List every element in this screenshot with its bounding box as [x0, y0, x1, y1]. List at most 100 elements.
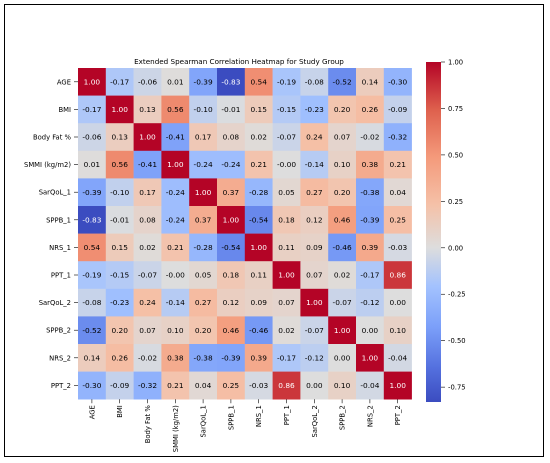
cell-value-label: -0.24 — [221, 160, 240, 169]
cell-value-label: 0.01 — [84, 160, 101, 169]
colorbar-tick-label: -0.75 — [448, 384, 466, 392]
cell-value-label: 1.00 — [334, 326, 351, 335]
heatmap-cell — [133, 233, 162, 262]
heatmap-cell — [328, 261, 357, 290]
cell-value-label: 0.12 — [306, 215, 322, 224]
cell-value-label: 0.26 — [111, 353, 128, 362]
cell-value-label: 0.07 — [306, 271, 323, 280]
cell-value-label: 0.17 — [195, 133, 212, 142]
heatmap-cell — [133, 371, 162, 400]
cell-value-label: 0.37 — [223, 188, 240, 197]
cell-value-label: 0.14 — [84, 353, 101, 362]
cell-value-label: 0.86 — [389, 271, 406, 280]
heatmap-cell — [217, 123, 246, 152]
heatmap-cell — [356, 150, 385, 179]
heatmap-cell — [161, 206, 190, 234]
heatmap-cell — [272, 371, 301, 400]
cell-value-label: 0.09 — [250, 298, 267, 307]
heatmap-cell — [300, 233, 329, 262]
heatmap-cell — [300, 178, 329, 207]
heatmap-cell — [189, 123, 218, 152]
cell-value-label: 1.00 — [278, 271, 295, 280]
cell-value-label: 0.10 — [167, 326, 184, 335]
heatmap-cell — [105, 68, 134, 96]
cell-value-label: 1.00 — [306, 298, 323, 307]
cell-value-label: -0.54 — [249, 215, 268, 224]
heatmap-cell — [383, 261, 412, 290]
cell-value-label: 0.27 — [306, 188, 323, 197]
cell-value-label: -0.10 — [110, 188, 129, 197]
heatmap-cell — [105, 150, 134, 179]
cell-value-label: -0.01 — [110, 215, 129, 224]
heatmap-cell — [328, 95, 357, 124]
heatmap-cell — [78, 68, 107, 96]
heatmap-cell — [78, 150, 107, 179]
heatmap-cell — [189, 371, 218, 400]
cell-value-label: 0.02 — [250, 133, 266, 142]
cell-value-label: -0.02 — [360, 133, 379, 142]
heatmap-cell — [161, 344, 190, 372]
x-tick-label: NRS_2 — [366, 405, 374, 427]
cell-value-label: 0.07 — [278, 298, 295, 307]
cell-value-label: -0.07 — [277, 133, 296, 142]
heatmap-cell — [189, 261, 218, 290]
heatmap-cell — [189, 344, 218, 372]
cell-value-label: -0.24 — [166, 215, 185, 224]
y-tick-label: Body Fat % — [33, 134, 72, 142]
x-tick-label: NRS_1 — [255, 405, 263, 427]
cell-value-label: -0.15 — [277, 105, 296, 114]
heatmap-cell — [189, 288, 218, 317]
y-tick-label: NRS_1 — [49, 244, 71, 252]
cell-value-label: 0.21 — [250, 160, 267, 169]
heatmap-cell — [356, 371, 385, 400]
heatmap-cell — [272, 68, 301, 96]
cell-value-label: -0.28 — [249, 188, 268, 197]
cell-value-label: -0.23 — [305, 105, 324, 114]
cell-value-label: 0.25 — [389, 215, 406, 224]
heatmap-cell — [272, 344, 301, 372]
y-tick-label: SPPB_1 — [46, 216, 71, 224]
cell-value-label: -0.03 — [249, 381, 268, 390]
heatmap-cell — [300, 288, 329, 317]
cell-value-label: 0.24 — [306, 133, 323, 142]
heatmap-cell — [133, 150, 162, 179]
cell-value-label: 0.18 — [223, 271, 240, 280]
x-tick-label: AGE — [88, 405, 96, 419]
heatmap-cells — [78, 68, 412, 400]
heatmap-cell — [383, 288, 412, 317]
y-tick-label: PPT_1 — [51, 272, 71, 280]
cell-value-label: 0.04 — [389, 188, 406, 197]
heatmap-cell — [356, 206, 385, 234]
cell-value-label: 0.20 — [195, 326, 212, 335]
cell-value-label: 1.00 — [111, 105, 128, 114]
cell-value-label: -0.07 — [333, 298, 352, 307]
x-tick-label: BMI — [116, 405, 124, 418]
cell-value-label: -0.02 — [138, 353, 157, 362]
cell-value-label: 0.15 — [111, 243, 128, 252]
heatmap-cell — [105, 123, 134, 152]
heatmap-cell — [328, 316, 357, 345]
heatmap-cell — [272, 206, 301, 234]
heatmap-cell — [105, 233, 134, 262]
y-tick-label: BMI — [58, 106, 71, 114]
heatmap-cell — [161, 261, 190, 290]
cell-value-label: -0.09 — [110, 381, 129, 390]
cell-value-label: 0.21 — [167, 243, 184, 252]
cell-value-label: 0.01 — [167, 77, 184, 86]
cell-value-label: -0.30 — [82, 381, 101, 390]
cell-value-label: -0.32 — [388, 133, 407, 142]
heatmap-cell — [300, 150, 329, 179]
heatmap-cell — [217, 288, 246, 317]
y-tick-label: SarQoL_1 — [39, 189, 71, 197]
heatmap-cell — [217, 68, 246, 96]
heatmap-cell — [300, 344, 329, 372]
cell-value-label: 0.00 — [334, 353, 351, 362]
figure-frame: Extended Spearman Correlation Heatmap fo… — [4, 4, 544, 457]
heatmap-cell — [217, 371, 246, 400]
heatmap-cell — [328, 68, 357, 96]
cell-value-label: 0.21 — [389, 160, 406, 169]
heatmap-cell — [105, 288, 134, 317]
heatmap-cell — [383, 206, 412, 234]
heatmap-cell — [78, 261, 107, 290]
heatmap-cell — [300, 95, 329, 124]
